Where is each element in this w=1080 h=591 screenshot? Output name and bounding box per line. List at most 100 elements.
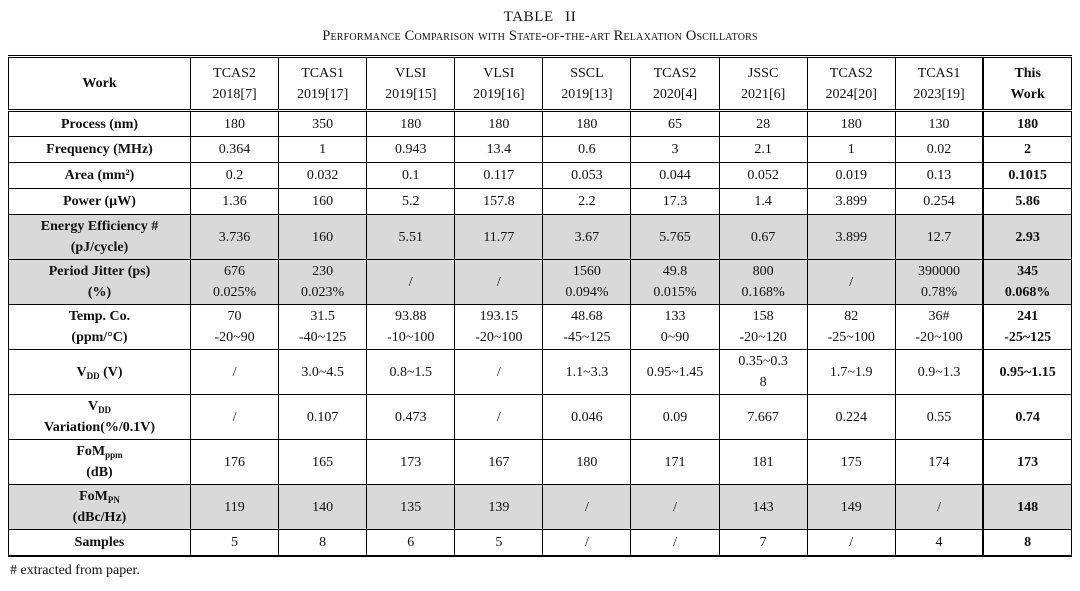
table-row-process: Process (nm) 180 350 180 180 180 65 28 180 130 180 — [8, 110, 1073, 137]
cell-fom-pn-sscl: / — [542, 484, 632, 530]
row-label-fom-pn: FoMPN (dBc/Hz) — [8, 484, 191, 530]
cell-fom-ppm-tcas1: 174 — [894, 439, 984, 485]
cell-frequency-vlsi: 13.4 — [454, 136, 544, 163]
row-label-fom-ppm: FoMppm (dB) — [8, 439, 191, 485]
cell-fom-pn-tcas2: 119 — [189, 484, 280, 530]
row-label-energy-efficiency: Energy Efficiency # (pJ/cycle) — [8, 214, 191, 260]
cell-fom-pn-vlsi: 135 — [366, 484, 456, 530]
cell-process-vlsi: 180 — [366, 110, 456, 137]
cell-vdd-variation-jssc: 7.667 — [718, 394, 808, 440]
cell-power-tcas2: 1.36 — [189, 188, 280, 215]
cell-energy-efficiency-this: 2.93 — [982, 214, 1073, 260]
column-header: This Work — [982, 56, 1073, 112]
cell-period-jitter-vlsi: / — [366, 259, 456, 305]
cell-fom-ppm-tcas2: 171 — [630, 439, 720, 485]
cell-temp-co-tcas1: 36# -20~100 — [894, 304, 984, 350]
cell-fom-ppm-tcas1: 165 — [278, 439, 368, 485]
cell-process-jssc: 28 — [718, 110, 808, 137]
cell-period-jitter-vlsi: / — [454, 259, 544, 305]
header-row: Work TCAS2 2018[7] TCAS1 2019[17] VLSI 2019… — [8, 56, 1073, 112]
cell-frequency-jssc: 2.1 — [718, 136, 808, 163]
cell-frequency-tcas1: 1 — [278, 136, 368, 163]
cell-process-sscl: 180 — [542, 110, 632, 137]
column-header: VLSI 2019[16] — [454, 56, 544, 112]
cell-temp-co-vlsi: 93.88 -10~100 — [366, 304, 456, 350]
column-header: TCAS1 2023[19] — [894, 56, 984, 112]
cell-area-jssc: 0.052 — [718, 162, 808, 189]
cell-process-tcas2: 180 — [806, 110, 896, 137]
row-label-process: Process (nm) — [8, 110, 191, 137]
cell-period-jitter-this: 345 0.068% — [982, 259, 1073, 305]
cell-energy-efficiency-vlsi: 11.77 — [454, 214, 544, 260]
cell-power-vlsi: 5.2 — [366, 188, 456, 215]
cell-temp-co-vlsi: 193.15 -20~100 — [454, 304, 544, 350]
cell-energy-efficiency-tcas2: 3.736 — [189, 214, 280, 260]
cell-process-tcas1: 130 — [894, 110, 984, 137]
cell-area-tcas2: 0.2 — [189, 162, 280, 189]
cell-fom-pn-tcas1: 140 — [278, 484, 368, 530]
cell-fom-pn-jssc: 143 — [718, 484, 808, 530]
cell-fom-ppm-tcas2: 176 — [189, 439, 280, 485]
page-subtitle: Performance Comparison with State-of-the… — [322, 28, 758, 44]
row-label-vdd-variation: VDD Variation(%/0.1V) — [8, 394, 191, 440]
cell-power-tcas1: 160 — [278, 188, 368, 215]
cell-area-tcas2: 0.044 — [630, 162, 720, 189]
cell-frequency-tcas2: 0.364 — [189, 136, 280, 163]
cell-process-tcas2: 180 — [189, 110, 280, 137]
column-header: TCAS1 2019[17] — [278, 56, 368, 112]
cell-vdd-variation-vlsi: / — [454, 394, 544, 440]
cell-vdd-variation-tcas2: / — [189, 394, 280, 440]
cell-samples-vlsi: 5 — [454, 529, 544, 556]
cell-fom-ppm-tcas2: 175 — [806, 439, 896, 485]
comparison-table: Work TCAS2 2018[7] TCAS1 2019[17] VLSI 2019… — [8, 55, 1073, 557]
column-header: SSCL 2019[13] — [542, 56, 632, 112]
cell-samples-this: 8 — [982, 529, 1073, 556]
cell-fom-ppm-vlsi: 167 — [454, 439, 544, 485]
cell-process-tcas1: 350 — [278, 110, 368, 137]
cell-frequency-tcas1: 0.02 — [894, 136, 984, 163]
row-label-frequency: Frequency (MHz) — [8, 136, 191, 163]
cell-period-jitter-tcas1: 390000 0.78% — [894, 259, 984, 305]
table-row-energy-efficiency: Energy Efficiency # (pJ/cycle) 3.736 160 5.5… — [8, 214, 1073, 260]
cell-vdd-tcas1: 3.0~4.5 — [278, 349, 368, 395]
cell-samples-tcas1: 4 — [894, 529, 984, 556]
cell-temp-co-sscl: 48.68 -45~125 — [542, 304, 632, 350]
cell-vdd-variation-tcas1: 0.55 — [894, 394, 984, 440]
cell-area-vlsi: 0.1 — [366, 162, 456, 189]
page-title: TABLE II — [503, 9, 577, 25]
cell-vdd-sscl: 1.1~3.3 — [542, 349, 632, 395]
cell-temp-co-tcas2: 70 -20~90 — [189, 304, 280, 350]
table-row-power: Power (µW) 1.36 160 5.2 157.8 2.2 17.3 1.4 3.899… — [8, 188, 1073, 215]
cell-energy-efficiency-tcas2: 5.765 — [630, 214, 720, 260]
cell-area-this: 0.1015 — [982, 162, 1073, 189]
row-label-power: Power (µW) — [8, 188, 191, 215]
cell-samples-jssc: 7 — [718, 529, 808, 556]
cell-samples-tcas2: / — [630, 529, 720, 556]
cell-area-tcas1: 0.032 — [278, 162, 368, 189]
cell-vdd-variation-tcas1: 0.107 — [278, 394, 368, 440]
cell-samples-sscl: / — [542, 529, 632, 556]
cell-power-tcas2: 17.3 — [630, 188, 720, 215]
cell-fom-pn-tcas2: 149 — [806, 484, 896, 530]
cell-fom-ppm-sscl: 180 — [542, 439, 632, 485]
table-row-vdd-variation: VDD Variation(%/0.1V)/0.107 0.473/0.046 0.0… — [8, 394, 1073, 440]
table-row-samples: Samples 5 8 6 5//7/4 8 — [8, 529, 1073, 556]
page: TABLE II Performance Comparison with Sta… — [0, 9, 1080, 579]
cell-process-this: 180 — [982, 110, 1073, 137]
row-label-area: Area (mm²) — [8, 162, 191, 189]
cell-samples-tcas1: 8 — [278, 529, 368, 556]
table-row-area: Area (mm²) 0.2 0.032 0.1 0.117 0.053 0.044 0.05… — [8, 162, 1073, 189]
cell-process-tcas2: 65 — [630, 110, 720, 137]
cell-period-jitter-tcas2: 49.8 0.015% — [630, 259, 720, 305]
cell-power-tcas2: 3.899 — [806, 188, 896, 215]
cell-vdd-vlsi: / — [454, 349, 544, 395]
cell-samples-tcas2: 5 — [189, 529, 280, 556]
cell-frequency-vlsi: 0.943 — [366, 136, 456, 163]
row-label-vdd: VDD (V) — [8, 349, 191, 395]
column-header: TCAS2 2020[4] — [630, 56, 720, 112]
cell-power-vlsi: 157.8 — [454, 188, 544, 215]
cell-period-jitter-tcas2: 676 0.025% — [189, 259, 280, 305]
cell-temp-co-tcas1: 31.5 -40~125 — [278, 304, 368, 350]
column-header: TCAS2 2018[7] — [189, 56, 280, 112]
cell-power-tcas1: 0.254 — [894, 188, 984, 215]
